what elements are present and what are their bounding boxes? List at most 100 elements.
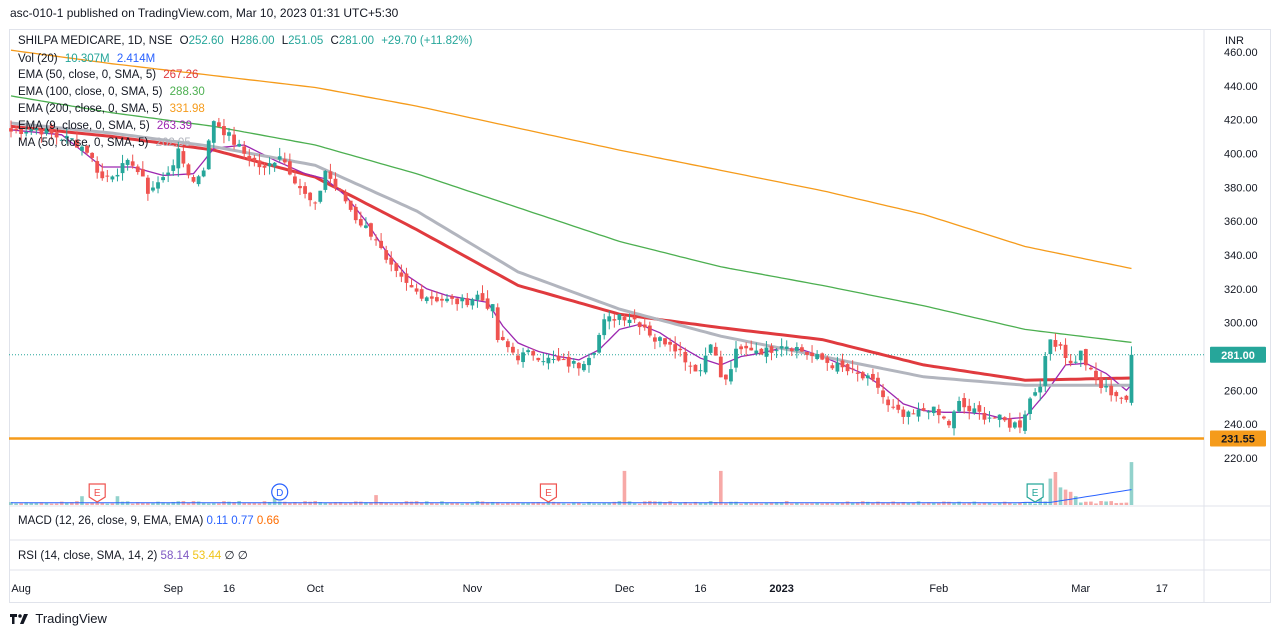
volume-bar (759, 503, 764, 505)
candle-body (1068, 360, 1073, 364)
volume-bar (937, 503, 941, 505)
candle-body (414, 288, 419, 292)
volume-bar (703, 502, 708, 505)
volume-bar (546, 502, 551, 505)
volume-bar (926, 502, 931, 505)
volume-bar (343, 503, 348, 505)
chart-frame[interactable] (9, 29, 1271, 603)
volume-bar (120, 501, 125, 505)
last-price-tag-label: 281.00 (1221, 350, 1255, 362)
volume-bar (1063, 489, 1068, 505)
candle-body (1058, 344, 1063, 346)
candle-body (176, 148, 181, 169)
volume-bar (1033, 503, 1037, 505)
volume-bar (135, 502, 140, 505)
volume-bar (495, 502, 500, 505)
marker-label: D (276, 488, 283, 499)
candle-body (227, 132, 231, 136)
ma50-label: MA (50, close, 0, SMA, 5) (18, 137, 149, 149)
volume-bar (318, 502, 323, 505)
candle-body (161, 177, 165, 181)
low-label: L (281, 35, 289, 47)
candle-body (901, 409, 906, 417)
volume-bar (612, 501, 617, 505)
volume-bar (115, 496, 120, 505)
volume-bar (957, 501, 961, 505)
candle-body (404, 273, 409, 283)
candle-body (216, 122, 221, 127)
candle-body (95, 161, 100, 173)
volume-bar (637, 503, 642, 505)
volume-bar (901, 501, 906, 505)
x-tick-label: Aug (11, 583, 31, 595)
volume-bar (577, 502, 581, 505)
candle-body (429, 296, 434, 299)
volume-bar (161, 502, 165, 505)
candle-body (972, 408, 977, 413)
volume-bar (744, 503, 748, 505)
volume-bar (24, 502, 29, 505)
volume-bar (409, 501, 414, 505)
candle-body (820, 353, 825, 360)
volume-bar (450, 502, 454, 505)
currency-label: INR (1225, 35, 1244, 47)
y-tick-label: 460.00 (1224, 47, 1258, 59)
volume-bar (206, 503, 211, 505)
volume-bar (774, 502, 779, 505)
candle-body (44, 128, 49, 134)
volume-bar (389, 503, 394, 505)
candle-body (1023, 414, 1027, 431)
volume-bar (886, 502, 890, 505)
volume-bar (39, 502, 44, 505)
candle-body (774, 350, 779, 352)
candle-body (1073, 361, 1078, 363)
volume-bar (186, 502, 191, 505)
candle-body (394, 263, 399, 271)
candle-body (232, 134, 236, 145)
volume-bar (541, 503, 546, 505)
rsi-value-1: 58.14 (160, 550, 190, 562)
candle-body (1043, 356, 1048, 386)
volume-bar (298, 503, 302, 505)
volume-bar (825, 502, 830, 505)
candles (9, 117, 1134, 436)
volume-bar (85, 503, 89, 505)
tradingview-footer[interactable]: TradingView (10, 611, 107, 626)
candle-body (1028, 398, 1032, 414)
volume-bar (1109, 501, 1113, 505)
candle-body (729, 369, 733, 382)
volume-bar (683, 501, 688, 505)
volume-bar (201, 502, 206, 505)
candle-body (713, 346, 718, 356)
y-tick-label: 420.00 (1224, 115, 1258, 127)
candle-body (860, 372, 865, 379)
candle-body (977, 405, 982, 412)
candle-body (947, 420, 951, 426)
candle-body (561, 359, 566, 361)
candle-body (835, 362, 840, 372)
tradingview-logo-icon (10, 613, 28, 624)
volume-bar (359, 501, 363, 505)
volume-bar (805, 503, 809, 505)
candle-body (759, 348, 764, 355)
volume-bar (1119, 502, 1124, 505)
candle-body (105, 175, 110, 177)
candle-body (242, 146, 247, 154)
candle-body (800, 347, 804, 352)
candle-body (323, 170, 328, 190)
volume-bar (693, 501, 698, 505)
candle-body (1089, 367, 1093, 370)
candle-body (926, 411, 931, 413)
volume-bar (1053, 472, 1058, 505)
ema200-legend: EMA (200, close, 0, SMA, 5) 331.98 (18, 103, 209, 115)
candle-body (287, 161, 292, 175)
volume-bar (815, 502, 819, 505)
candle-body (703, 355, 708, 373)
candle-body (617, 314, 622, 320)
close-value: 281.00 (338, 35, 374, 47)
volume-bar (830, 503, 835, 505)
candle-body (587, 357, 591, 366)
volume-bar (587, 501, 591, 505)
ema100-legend: EMA (100, close, 0, SMA, 5) 288.30 (18, 86, 209, 98)
